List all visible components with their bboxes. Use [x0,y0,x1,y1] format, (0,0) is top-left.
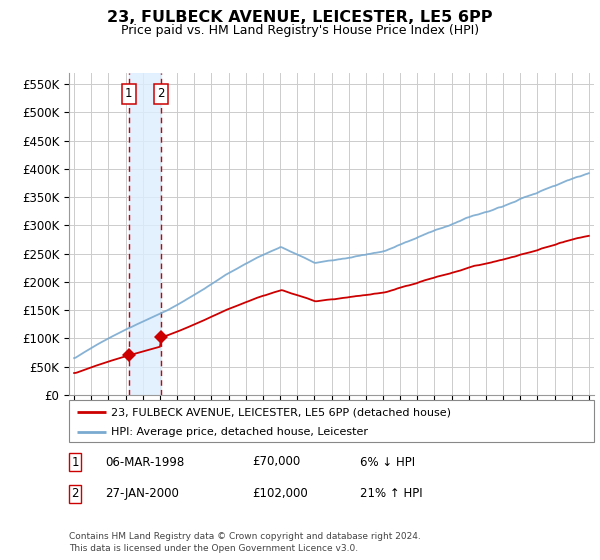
FancyBboxPatch shape [69,400,594,442]
Text: 23, FULBECK AVENUE, LEICESTER, LE5 6PP (detached house): 23, FULBECK AVENUE, LEICESTER, LE5 6PP (… [111,407,451,417]
Text: £102,000: £102,000 [252,487,308,501]
Text: 2: 2 [157,87,165,100]
Bar [129,73,161,395]
Text: 6% ↓ HPI: 6% ↓ HPI [360,455,415,469]
Text: HPI: Average price, detached house, Leicester: HPI: Average price, detached house, Leic… [111,427,368,437]
Text: 23, FULBECK AVENUE, LEICESTER, LE5 6PP: 23, FULBECK AVENUE, LEICESTER, LE5 6PP [107,10,493,25]
Text: 2: 2 [71,487,79,501]
Text: 1: 1 [71,455,79,469]
Text: Contains HM Land Registry data © Crown copyright and database right 2024.
This d: Contains HM Land Registry data © Crown c… [69,532,421,553]
Text: Price paid vs. HM Land Registry's House Price Index (HPI): Price paid vs. HM Land Registry's House … [121,24,479,36]
Text: 1: 1 [125,87,133,100]
Text: 21% ↑ HPI: 21% ↑ HPI [360,487,422,501]
Text: 06-MAR-1998: 06-MAR-1998 [105,455,184,469]
Text: £70,000: £70,000 [252,455,300,469]
Text: 27-JAN-2000: 27-JAN-2000 [105,487,179,501]
